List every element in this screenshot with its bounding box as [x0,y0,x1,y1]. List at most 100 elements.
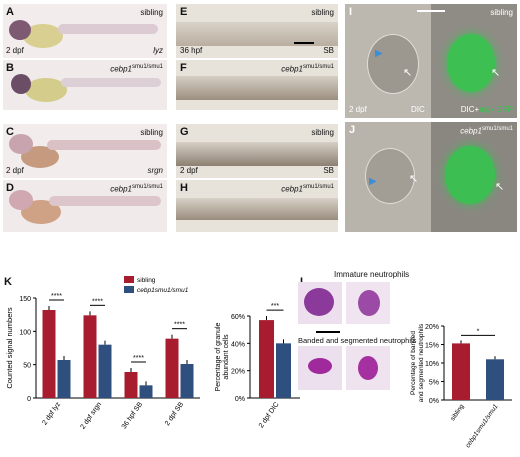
legend-swatch-sibling [124,276,134,283]
panel-condition: cebp1smu1/smu1 [281,64,334,74]
legend-label: sibling [137,277,156,284]
panel-letter: G [180,126,189,138]
significance-label: **** [51,293,62,300]
panel-j: ▶ ↖ ↖ J cebp1smu1/smu1 [345,122,517,232]
panel-stage: 2 dpf [6,166,24,175]
y-tick-label: 0% [429,398,439,405]
y-axis-label: Percentage of banded [410,331,417,395]
x-tick-label: 2 dpf srgn [80,401,104,431]
tail-body [176,142,338,166]
bar-sibling [83,315,97,398]
merge-label: DIC+mpx:GFP [460,105,513,114]
bar-mutant [486,359,504,400]
panel-condition: sibling [140,8,163,17]
panel-stage: 36 hpf [180,46,203,55]
yolk [25,78,67,102]
chart-k: 0 50 100 150 Counted signal numbers **** 2 dpf… [5,276,200,431]
trunk [49,196,161,206]
bar-sibling [452,343,470,400]
y-tick-label: 5% [429,380,439,387]
y-tick-label: 40% [231,341,245,348]
panel-i: ▶ ↖ ↖ I sibling 2 dpf DIC DIC+mpx:GFP [345,4,517,118]
significance-label: **** [174,322,185,329]
y-axis-label: Counted signal numbers [5,307,14,389]
panel-letter: E [180,6,188,18]
y-axis-label: abundant cells [223,334,230,380]
bar-mutant [180,364,194,398]
y-tick-label: 20% [425,324,439,331]
chart-k-dic: 0% 20% 40% 60% Percentage of granule abundant… [215,303,300,429]
panel-stage: 2 dpf [6,46,24,55]
significance-label: **** [92,298,103,305]
y-tick-label: 60% [231,314,245,321]
panel-stage: 2 dpf [349,105,367,114]
bar-sibling [259,320,274,398]
bar-mutant [139,385,153,398]
legend-label: cebp1smu1/smu1 [137,287,189,294]
nucleus [304,288,334,316]
head [11,74,31,94]
arrowhead-icon: ▶ [375,48,383,59]
bar-sibling [42,310,56,398]
panel-condition: sibling [311,128,334,137]
panel-gene: SB [323,46,334,55]
immature-cell-1 [298,282,342,324]
panel-letter: D [6,182,14,194]
trunk [58,24,158,34]
x-tick-label: 36 hpf SB [121,401,145,430]
significance-label: * [477,328,480,335]
y-tick-label: 10% [425,361,439,368]
bar-mutant [98,344,112,398]
panel-stage: 2 dpf [180,166,198,175]
arrowhead-icon: ▶ [369,176,377,187]
dic-cell [365,148,415,204]
bar-mutant [57,360,71,398]
y-tick-label: 150 [19,296,31,303]
significance-label: *** [271,303,279,310]
chart-l: 0% 5% 10% 15% 20% Percentage of banded and seg… [410,323,512,449]
panel-e: E sibling 36 hpf SB [176,4,338,58]
nucleus [358,356,378,380]
immature-title: Immature neutrophils [334,270,410,279]
head [9,20,31,40]
panel-condition: cebp1smu1/smu1 [281,184,334,194]
head [9,134,33,154]
panel-f: F cebp1smu1/smu1 [176,60,338,110]
gfp-cell [447,34,495,92]
y-axis-label: Percentage of granule [215,322,222,391]
dic-cell [367,34,419,94]
y-tick-label: 0% [235,396,245,403]
panel-condition: cebp1smu1/smu1 [110,184,163,194]
y-tick-label: 100 [19,329,31,336]
head [9,190,33,210]
banded-title: Banded and segmented neutrophils [298,336,417,345]
panel-letter: A [6,6,14,18]
panel-gene: SB [323,166,334,175]
significance-label: **** [133,355,144,362]
legend-swatch-mutant [124,286,134,293]
y-axis-label: and segmented neutrophils [418,323,425,402]
panel-h: H cebp1smu1/smu1 [176,180,338,232]
bar-mutant [276,343,291,398]
tail-body [176,198,338,220]
panel-condition: sibling [140,128,163,137]
banded-cell-1 [298,346,342,390]
nucleus [308,358,332,374]
panel-c: C sibling 2 dpf srgn [3,124,167,178]
y-tick-label: 15% [425,343,439,350]
x-tick-label: 2 dpf DIC [258,401,281,429]
panel-d: D cebp1smu1/smu1 [3,180,167,232]
arrow-icon: ↖ [403,67,413,79]
bar-sibling [124,372,138,398]
trunk [61,78,161,87]
panel-letter: I [349,6,353,18]
panel-letter: J [349,124,356,136]
panel-condition: sibling [490,8,513,17]
panel-b: B cebp1smu1/smu1 [3,60,167,110]
arrow-icon: ↖ [491,67,501,79]
scale-bar [294,42,314,44]
panel-letter: H [180,182,188,194]
x-tick-label: sibling [449,403,466,422]
panel-letter: K [4,276,12,288]
panel-condition: cebp1smu1/smu1 [460,126,513,136]
